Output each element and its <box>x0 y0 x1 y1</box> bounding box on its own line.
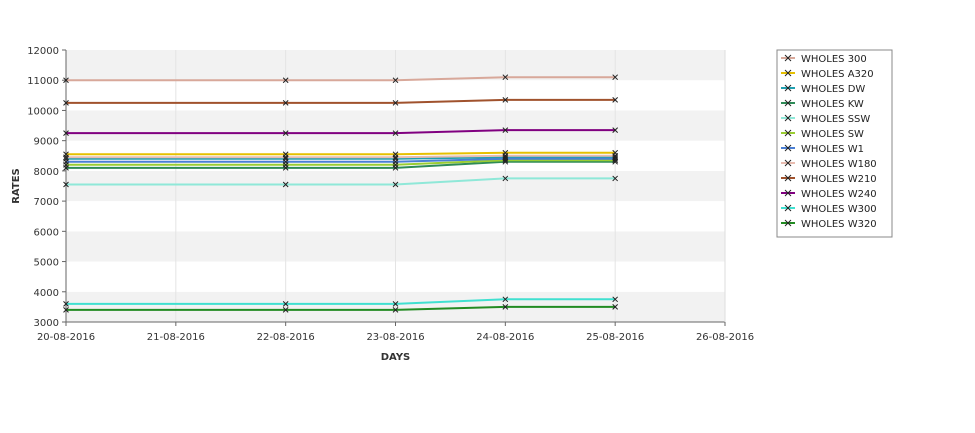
legend-item: WHOLES SSW <box>781 114 870 125</box>
data-point <box>502 304 509 310</box>
legend-item: WHOLES W320 <box>781 219 877 230</box>
y-tick-label: 11000 <box>27 76 59 87</box>
y-tick-label: 4000 <box>34 288 59 299</box>
data-point <box>612 304 619 310</box>
data-point <box>282 77 289 84</box>
x-axis-ticks: 20-08-2016 21-08-2016 22-08-2016 23-08-2016… <box>37 322 754 343</box>
x-tick-label: 20-08-2016 <box>37 332 95 343</box>
y-tick-label: 5000 <box>34 258 59 269</box>
legend-label: WHOLES W240 <box>801 189 877 200</box>
y-tick-label: 8000 <box>34 167 59 178</box>
data-point <box>63 154 69 161</box>
data-point <box>502 127 509 133</box>
y-tick-label: 6000 <box>34 227 59 238</box>
legend-item: WHOLES DW <box>781 84 865 95</box>
x-tick-label: 25-08-2016 <box>586 332 644 343</box>
x-axis-title: DAYS <box>381 352 411 363</box>
data-point <box>282 100 289 106</box>
legend-label: WHOLES A320 <box>801 69 874 80</box>
y-axis-title: RATES <box>11 168 22 204</box>
data-point <box>612 127 619 133</box>
data-point <box>282 181 289 188</box>
data-point <box>502 296 509 303</box>
legend-label: WHOLES W210 <box>801 174 877 185</box>
data-point <box>502 157 509 164</box>
data-point <box>282 301 289 307</box>
data-point <box>282 130 289 136</box>
data-point <box>392 301 399 307</box>
legend-label: WHOLES W1 <box>801 144 864 155</box>
data-point <box>612 175 619 182</box>
y-tick-label: 10000 <box>27 106 59 117</box>
data-point <box>63 307 69 313</box>
data-point <box>502 97 509 103</box>
data-point <box>63 181 69 188</box>
legend-label: WHOLES W180 <box>801 159 877 170</box>
data-point <box>612 152 619 159</box>
data-point <box>502 175 509 182</box>
y-tick-label: 12000 <box>27 46 59 57</box>
legend-label: WHOLES W320 <box>801 219 877 230</box>
data-point <box>63 301 69 307</box>
data-point <box>612 74 619 81</box>
legend-item: WHOLES W300 <box>781 204 877 215</box>
data-point <box>282 158 289 165</box>
data-point <box>63 130 69 136</box>
legend-item: WHOLES W210 <box>781 174 877 185</box>
data-point <box>502 74 509 81</box>
legend-label: WHOLES DW <box>801 84 865 95</box>
legend-item: WHOLES W1 <box>781 144 864 155</box>
x-tick-label: 23-08-2016 <box>366 332 424 343</box>
data-point <box>392 77 399 84</box>
data-point <box>392 181 399 188</box>
data-point <box>612 157 619 164</box>
legend: WHOLES 300 WHOLES A320 WHOLES DW WHOLES KW W… <box>776 49 893 238</box>
y-tick-label: 9000 <box>34 137 59 148</box>
series-markers <box>63 74 619 313</box>
data-point <box>63 158 69 165</box>
data-point <box>392 100 399 106</box>
data-point <box>612 97 619 103</box>
data-point <box>392 307 399 313</box>
data-point <box>392 158 399 165</box>
legend-item: WHOLES 300 <box>781 54 867 65</box>
y-tick-label: 3000 <box>34 318 59 329</box>
data-point <box>282 154 289 161</box>
data-point <box>502 152 509 159</box>
legend-item: WHOLES A320 <box>781 69 874 80</box>
legend-label: WHOLES 300 <box>801 54 867 65</box>
legend-box <box>776 49 893 238</box>
legend-label: WHOLES W300 <box>801 204 877 215</box>
data-point <box>63 77 69 84</box>
legend-label: WHOLES SSW <box>801 114 870 125</box>
data-point <box>392 130 399 136</box>
x-tick-label: 21-08-2016 <box>147 332 205 343</box>
legend-label: WHOLES KW <box>801 99 864 110</box>
y-axis-ticks: 3000 4000 5000 6000 7000 8000 9000 10000 11000 12… <box>27 46 66 329</box>
legend-item: WHOLES W180 <box>781 159 877 170</box>
y-tick-label: 7000 <box>34 197 59 208</box>
legend-item: WHOLES KW <box>781 99 864 110</box>
data-point <box>392 154 399 161</box>
x-tick-label: 22-08-2016 <box>257 332 315 343</box>
x-tick-label: 26-08-2016 <box>696 332 754 343</box>
data-point <box>282 307 289 313</box>
legend-label: WHOLES SW <box>801 129 864 140</box>
legend-item: WHOLES SW <box>781 129 864 140</box>
legend-item: WHOLES W240 <box>781 189 877 200</box>
data-point <box>63 100 69 106</box>
data-point <box>612 296 619 303</box>
x-tick-label: 24-08-2016 <box>476 332 534 343</box>
